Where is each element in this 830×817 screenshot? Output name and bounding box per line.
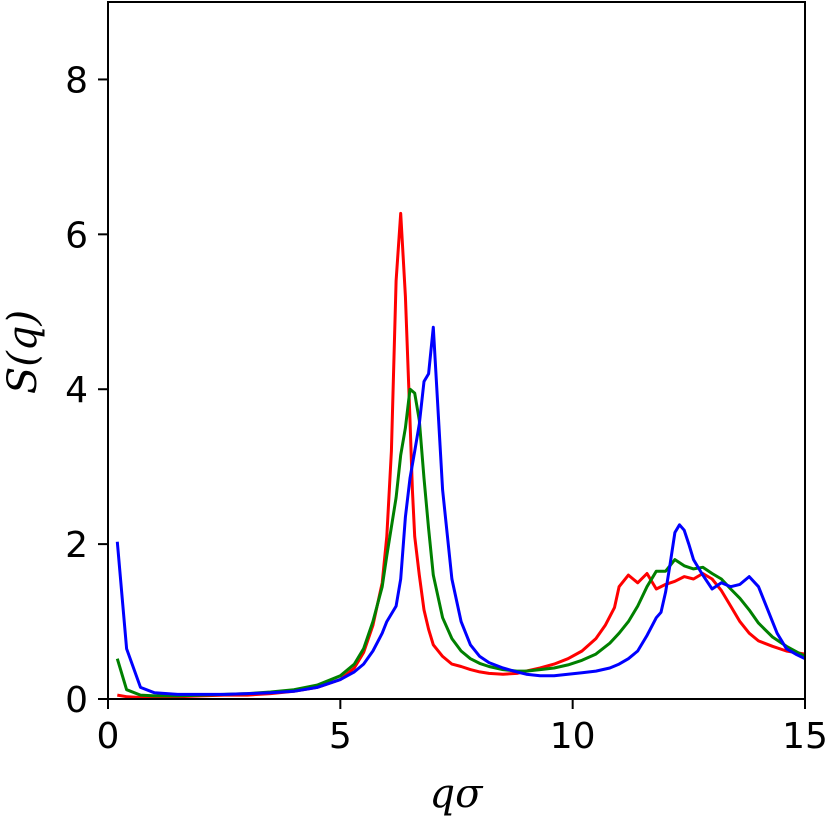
x-tick-label: 0 [97, 716, 120, 757]
y-tick-label: 0 [65, 680, 88, 721]
series-layer [115, 211, 806, 699]
y-tick-label: 4 [65, 370, 88, 411]
series-line-2 [115, 387, 806, 698]
x-tick-label: 15 [782, 716, 828, 757]
plot-area-frame [107, 1, 806, 700]
series-line-3 [115, 325, 806, 696]
y-tick-label: 6 [65, 215, 88, 256]
y-axis-label: S(q) [0, 310, 46, 394]
x-axis-label: qσ [430, 771, 485, 817]
y-tick-label: 2 [65, 525, 88, 566]
x-tick-label: 5 [329, 716, 352, 757]
x-axis-ticks: 0 5 10 15 [97, 699, 828, 757]
x-tick-label: 10 [550, 716, 596, 757]
y-axis-ticks: 0 2 4 6 8 [65, 60, 108, 721]
y-tick-label: 8 [65, 60, 88, 101]
